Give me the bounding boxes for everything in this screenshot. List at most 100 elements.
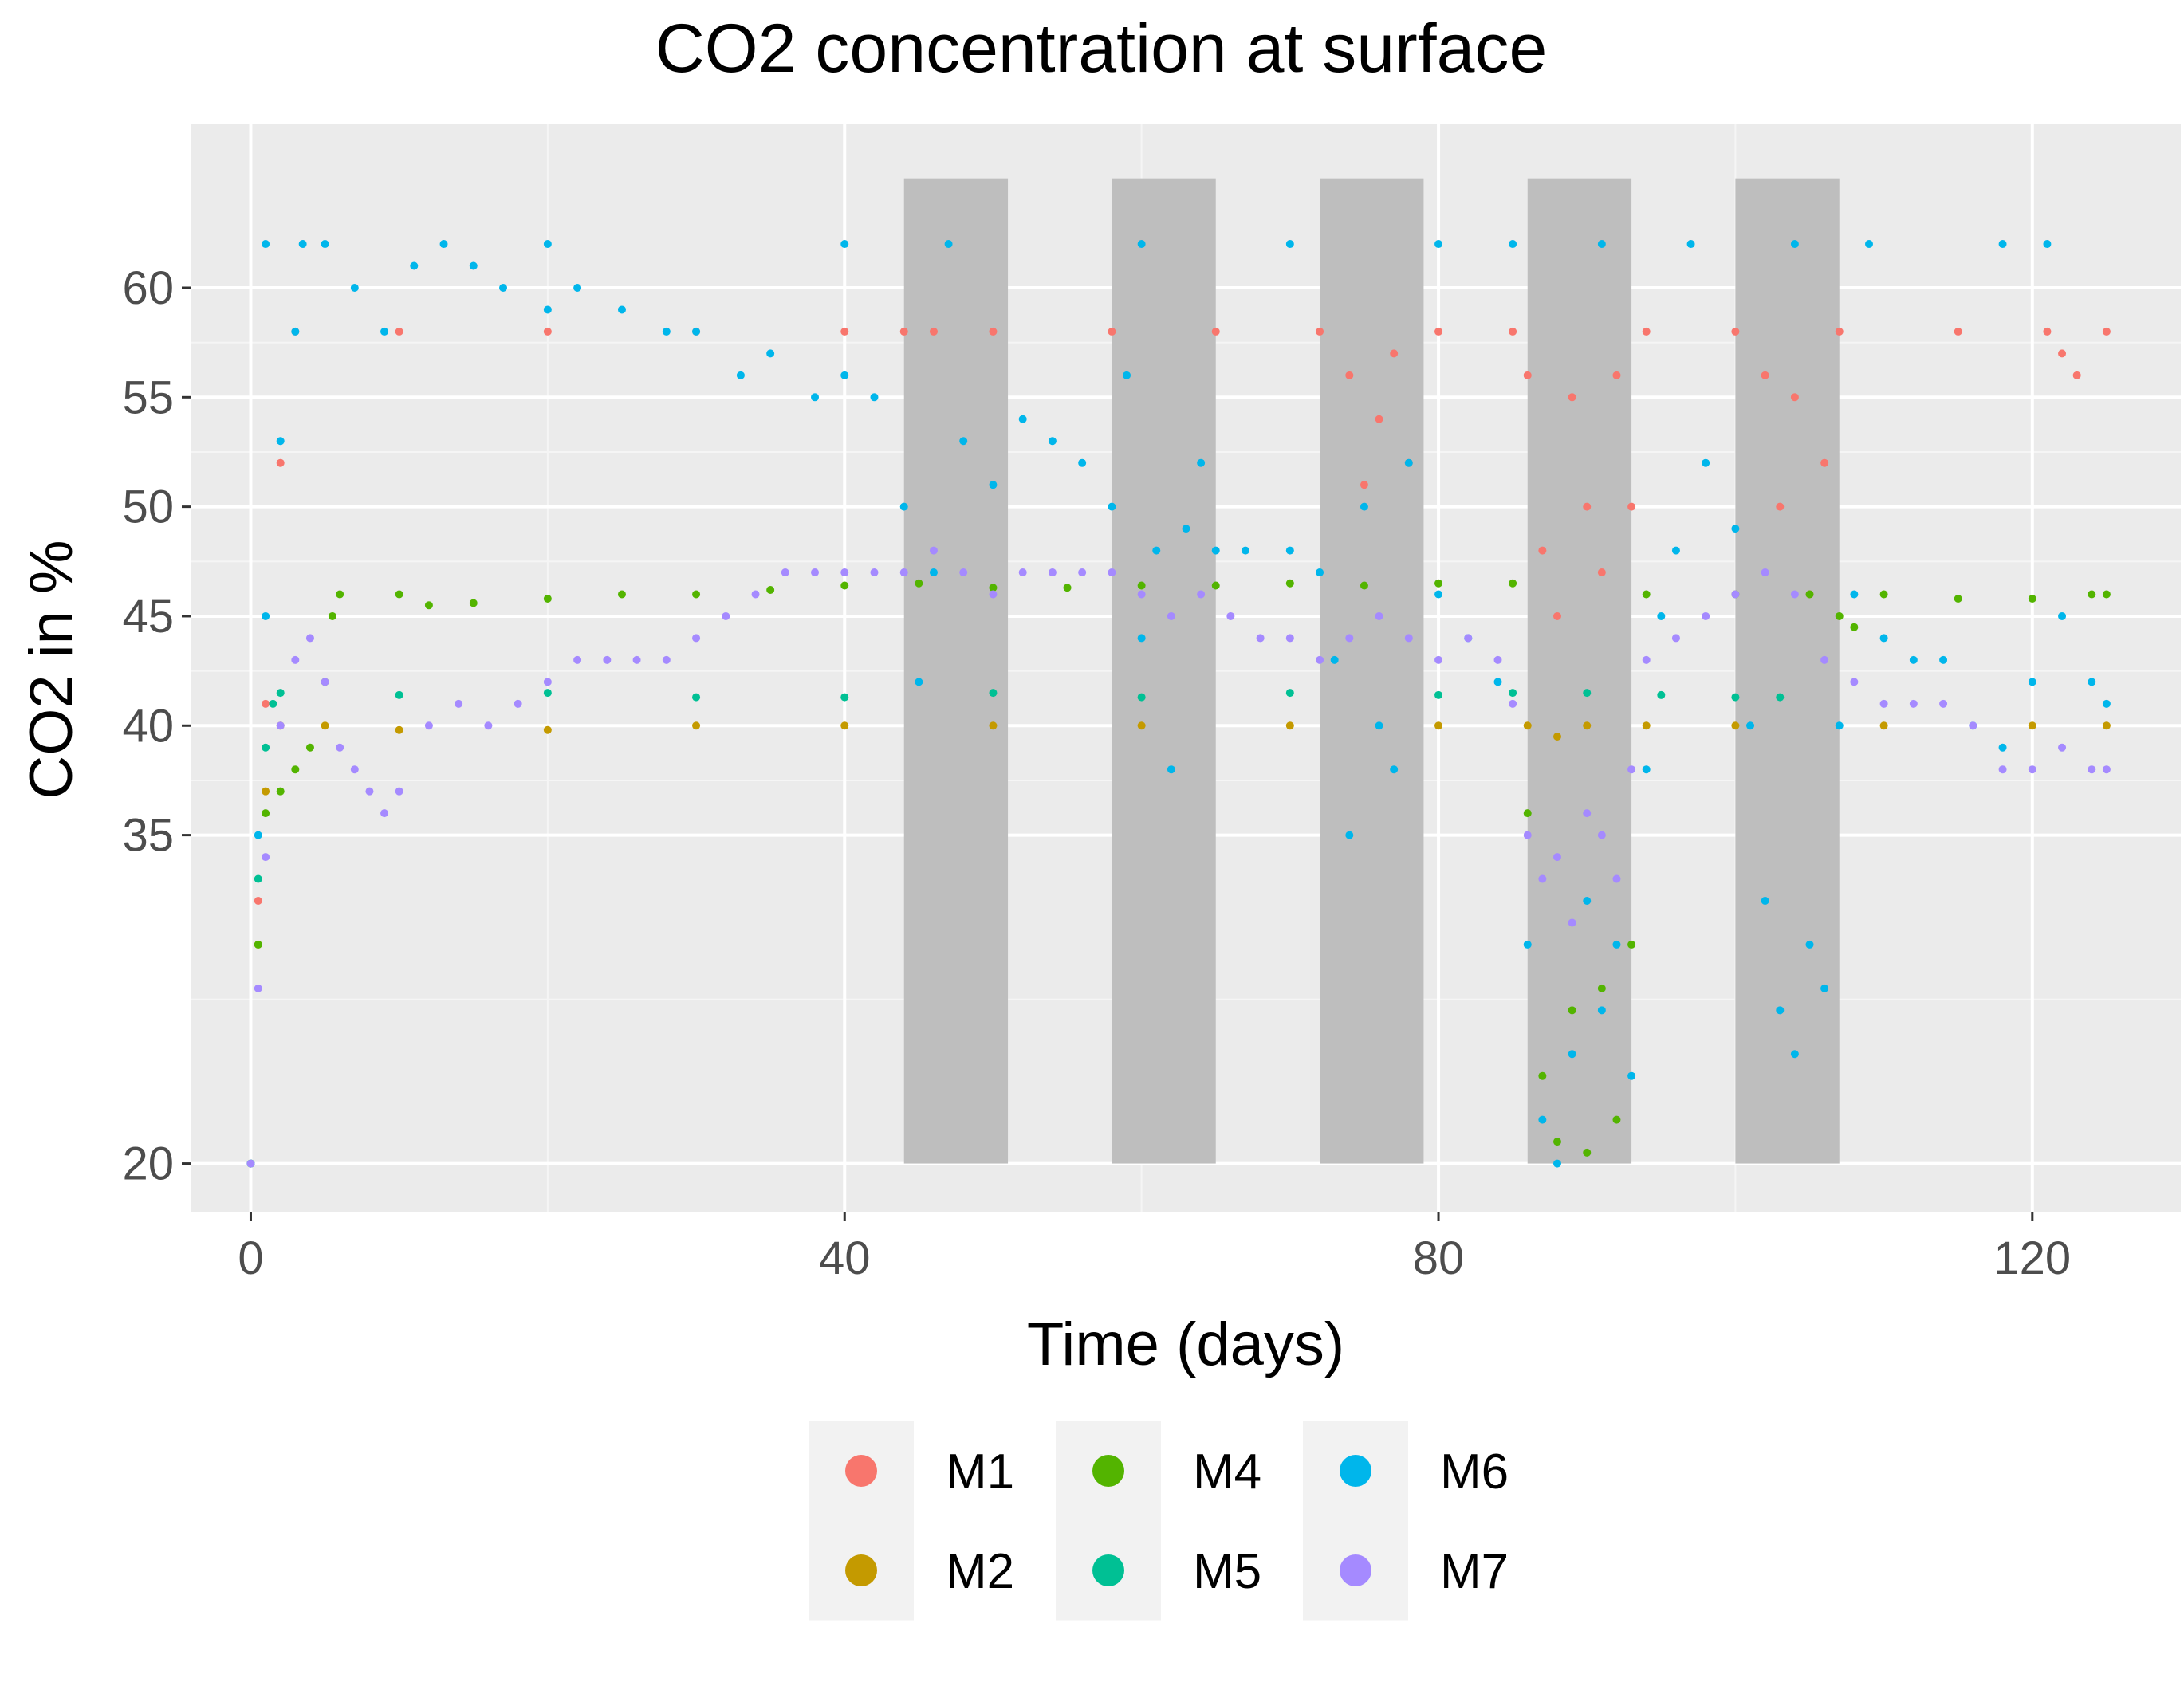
point-m7	[1137, 590, 1146, 599]
point-m4	[766, 586, 775, 594]
point-m7	[1552, 853, 1561, 862]
point-m6	[1137, 634, 1146, 643]
shaded-period	[1735, 178, 1840, 1164]
point-m1	[1597, 568, 1606, 577]
point-m1	[1211, 327, 1220, 336]
point-m4	[1137, 581, 1146, 590]
point-m2	[1285, 721, 1294, 730]
point-m7	[1850, 678, 1859, 686]
point-m7	[959, 568, 968, 577]
point-m1	[840, 327, 849, 336]
point-m2	[262, 787, 270, 796]
point-m4	[989, 584, 998, 592]
legend-swatch-m2	[845, 1554, 877, 1586]
point-m7	[811, 568, 820, 577]
point-m5	[276, 689, 285, 698]
legend-swatch-m1	[845, 1455, 877, 1487]
point-m7	[1790, 590, 1799, 599]
point-m2	[2102, 721, 2111, 730]
point-m4	[469, 599, 478, 607]
point-m7	[246, 1159, 255, 1168]
point-m6	[1538, 1115, 1547, 1124]
point-m6	[262, 611, 270, 620]
point-m4	[424, 601, 433, 610]
point-m7	[1909, 699, 1918, 708]
point-m6	[1330, 655, 1339, 664]
x-tick-label: 120	[1993, 1232, 2071, 1284]
point-m4	[1211, 581, 1220, 590]
point-m4	[395, 590, 403, 599]
point-m6	[736, 371, 745, 379]
point-m4	[291, 765, 300, 774]
point-m5	[543, 689, 552, 698]
point-m7	[1538, 874, 1547, 883]
point-m1	[254, 897, 262, 905]
point-m4	[1538, 1071, 1547, 1080]
x-axis: 0 40 80 120	[238, 1212, 2071, 1284]
point-m5	[1731, 693, 1740, 702]
point-m6	[1761, 897, 1769, 905]
point-m7	[543, 678, 552, 686]
point-m6	[1568, 1050, 1576, 1059]
point-m4	[617, 590, 626, 599]
point-m2	[1583, 721, 1592, 730]
point-m4	[1597, 984, 1606, 992]
point-m6	[1316, 568, 1324, 577]
point-m6	[1864, 240, 1873, 249]
point-m5	[254, 874, 262, 883]
point-m6	[1137, 240, 1146, 249]
point-m7	[573, 655, 582, 664]
point-m2	[989, 721, 998, 730]
point-m6	[543, 240, 552, 249]
y-tick-label: 35	[122, 810, 174, 862]
point-m4	[840, 581, 849, 590]
legend-label-m6: M6	[1440, 1444, 1509, 1499]
point-m7	[1671, 634, 1680, 643]
point-m7	[1256, 634, 1265, 643]
point-m7	[365, 787, 374, 796]
legend-swatch-m5	[1092, 1554, 1124, 1586]
point-m7	[1597, 831, 1606, 839]
point-m7	[989, 590, 998, 599]
point-m2	[1552, 733, 1561, 741]
point-m6	[1404, 458, 1413, 467]
point-m1	[1552, 611, 1561, 620]
point-m4	[336, 590, 344, 599]
point-m7	[1879, 699, 1888, 708]
point-m6	[1167, 765, 1175, 774]
point-m4	[1509, 579, 1517, 588]
point-m1	[2058, 349, 2067, 358]
shaded-period	[903, 178, 1009, 1164]
point-m6	[276, 437, 285, 446]
point-m6	[1835, 721, 1844, 730]
point-m7	[1197, 590, 1206, 599]
point-m7	[276, 721, 285, 730]
point-m6	[1657, 611, 1666, 620]
point-m1	[1642, 327, 1651, 336]
point-m1	[1612, 371, 1621, 379]
point-m1	[276, 458, 285, 467]
point-m7	[632, 655, 641, 664]
point-m7	[1523, 831, 1532, 839]
point-m6	[1182, 525, 1190, 533]
point-m7	[1493, 655, 1502, 664]
series-m1	[246, 327, 2111, 1168]
point-m1	[1375, 415, 1383, 423]
point-m1	[1731, 327, 1740, 336]
point-m4	[1850, 623, 1859, 631]
point-m6	[1790, 240, 1799, 249]
point-m6	[1998, 240, 2007, 249]
point-m6	[350, 283, 359, 292]
point-m7	[1048, 568, 1057, 577]
point-m7	[1018, 568, 1027, 577]
point-m2	[1137, 721, 1146, 730]
point-m6	[298, 240, 307, 249]
point-m6	[944, 240, 953, 249]
point-m7	[751, 590, 760, 599]
x-axis-label: Time (days)	[1027, 1311, 1344, 1378]
point-m6	[1241, 546, 1249, 555]
point-m7	[262, 853, 270, 862]
point-m7	[1612, 874, 1621, 883]
point-m2	[1523, 721, 1532, 730]
point-m7	[840, 568, 849, 577]
